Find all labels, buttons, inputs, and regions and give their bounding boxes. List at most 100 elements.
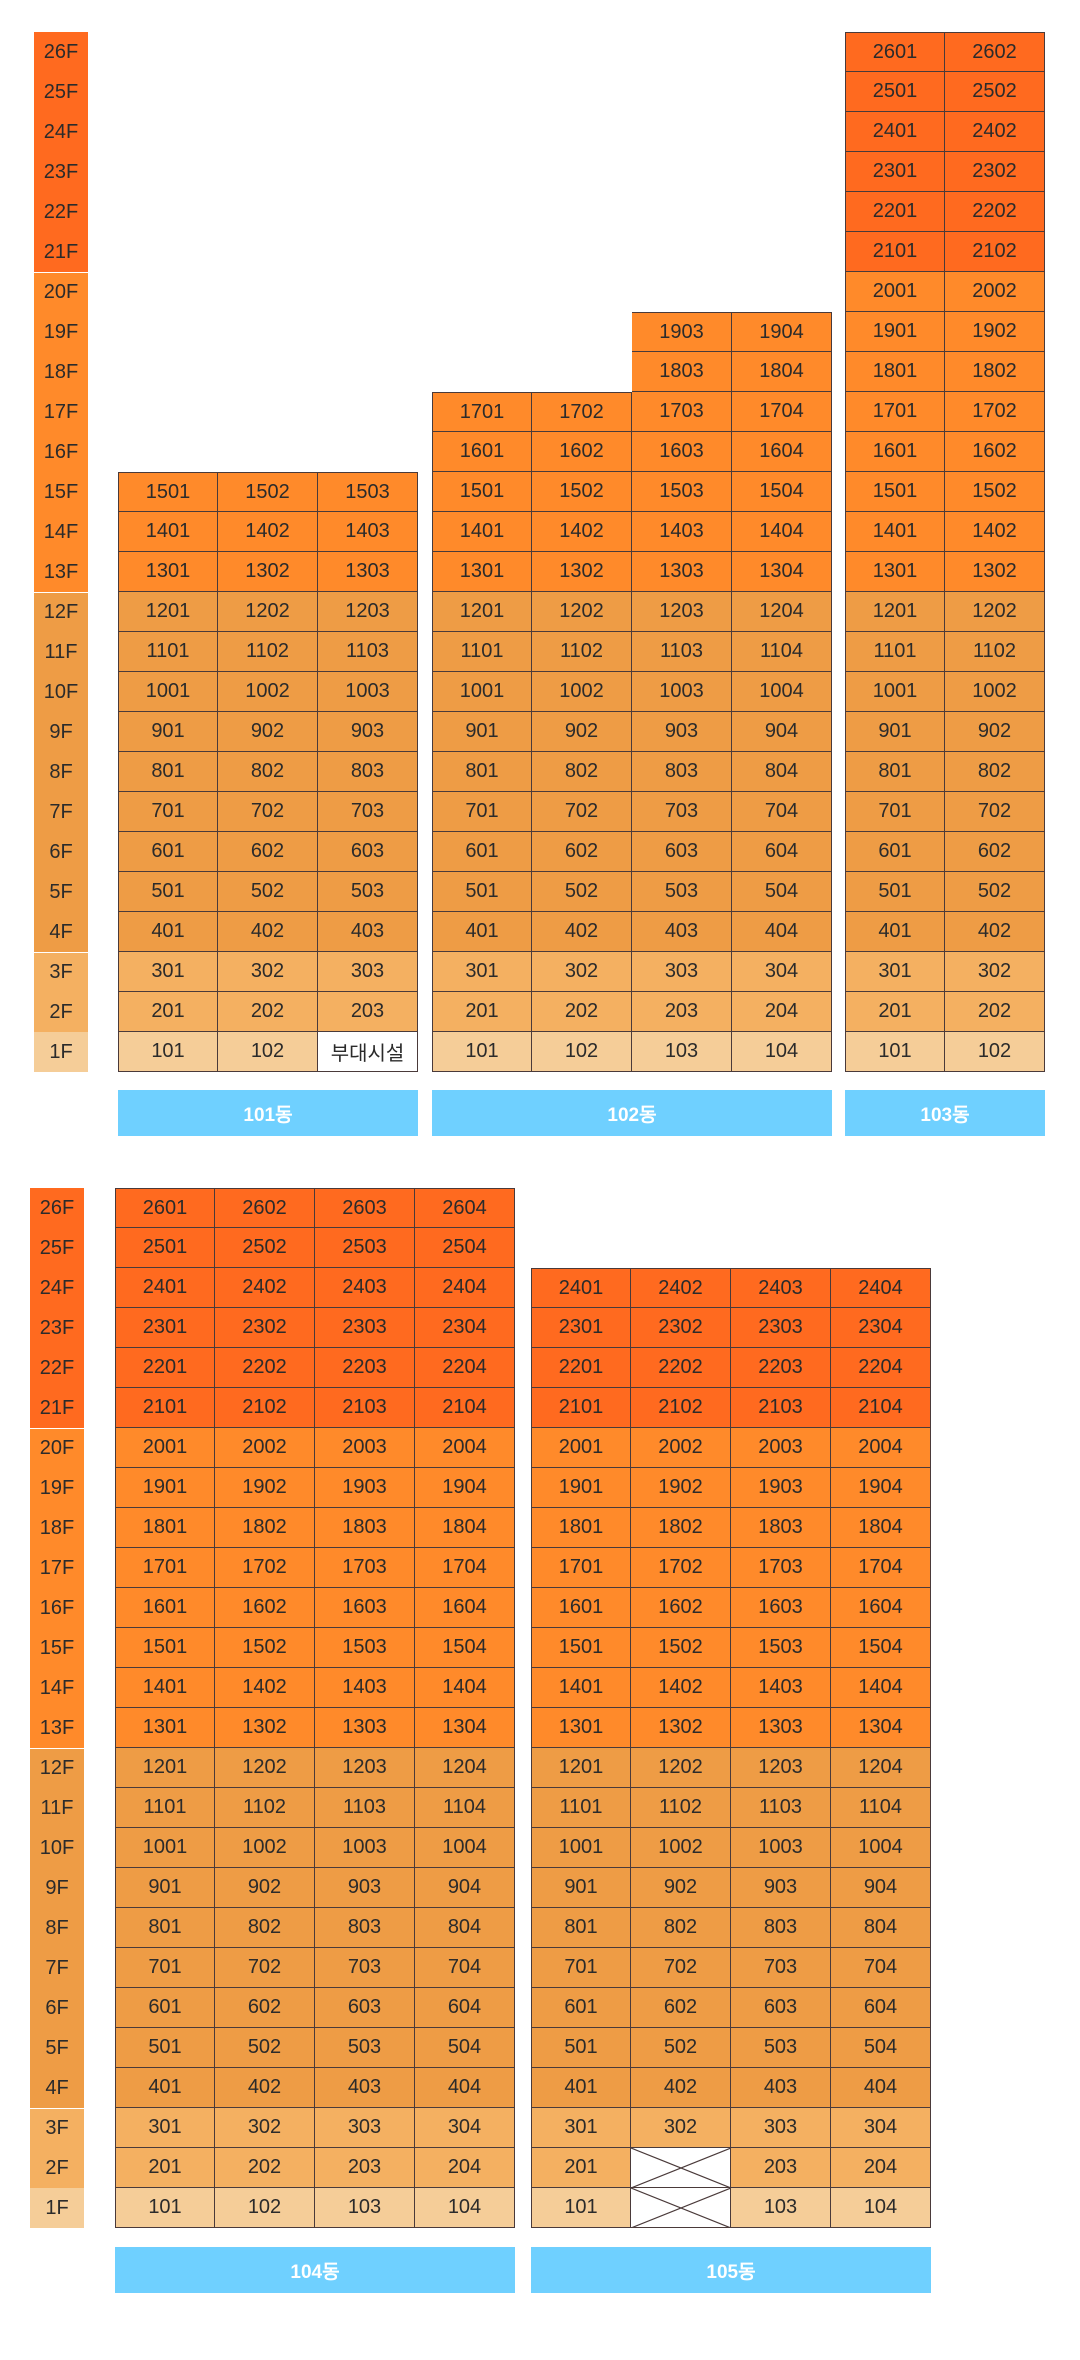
unit-cell: 902 (631, 1868, 731, 1908)
unit-cell: 1603 (315, 1588, 415, 1628)
unit-cell: 2501 (115, 1228, 215, 1268)
unit-cell: 2304 (415, 1308, 515, 1348)
unit-cell: 1402 (215, 1668, 315, 1708)
unit-cell: 1102 (215, 1788, 315, 1828)
unit-cell: 601 (531, 1988, 631, 2028)
unit-cell: 1601 (432, 432, 532, 472)
unit-cell: 1204 (415, 1748, 515, 1788)
unit-cell: 402 (631, 2068, 731, 2108)
unit-cell: 301 (531, 2108, 631, 2148)
unit-cell: 2104 (415, 1388, 515, 1428)
unit-cell: 1303 (315, 1708, 415, 1748)
unit-cell: 2101 (845, 232, 945, 272)
unit-cell: 1403 (731, 1668, 831, 1708)
unit-cell: 1401 (845, 512, 945, 552)
unit-cell: 1201 (118, 592, 218, 632)
unit-cell: 103 (315, 2188, 415, 2228)
floor-label: 20F (30, 1428, 84, 1468)
unit-cell: 1501 (118, 472, 218, 512)
unit-cell: 1503 (731, 1628, 831, 1668)
unit-cell: 802 (945, 752, 1045, 792)
unit-cell: 2203 (315, 1348, 415, 1388)
floor-label: 18F (30, 1508, 84, 1548)
unit-cell: 301 (845, 952, 945, 992)
unit-cell: 1003 (731, 1828, 831, 1868)
unit-cell: 104 (732, 1032, 832, 1072)
unit-cell: 2602 (945, 32, 1045, 72)
unit-cell: 201 (432, 992, 532, 1032)
unit-cell: 1301 (845, 552, 945, 592)
floor-label: 14F (30, 1668, 84, 1708)
floor-label: 9F (34, 712, 88, 752)
unit-cell: 103 (731, 2188, 831, 2228)
unit-cell: 1002 (945, 672, 1045, 712)
unit-cell: 1702 (631, 1548, 731, 1588)
unit-cell: 802 (532, 752, 632, 792)
unit-cell: 1504 (415, 1628, 515, 1668)
unit-cell: 602 (631, 1988, 731, 2028)
unit-cell: 504 (831, 2028, 931, 2068)
unit-cell: 1804 (732, 352, 832, 392)
unit-cell: 1102 (218, 632, 318, 672)
unit-cell: 1904 (831, 1468, 931, 1508)
floor-label: 26F (34, 32, 88, 72)
building-label: 103동 (845, 1090, 1045, 1136)
unit-cell: 202 (945, 992, 1045, 1032)
unit-cell: 302 (218, 952, 318, 992)
unit-cell: 1103 (632, 632, 732, 672)
unit-cell: 2302 (215, 1308, 315, 1348)
floor-label: 3F (34, 952, 88, 992)
unit-cell: 603 (731, 1988, 831, 2028)
unit-cell: 1004 (831, 1828, 931, 1868)
unit-cell: 201 (118, 992, 218, 1032)
unit-cell: 901 (531, 1868, 631, 1908)
unit-cell: 1302 (218, 552, 318, 592)
unit-cell: 2001 (115, 1428, 215, 1468)
unit-cell: 1602 (945, 432, 1045, 472)
unit-cell: 1202 (945, 592, 1045, 632)
unit-cell: 2603 (315, 1188, 415, 1228)
unit-cell: 1502 (215, 1628, 315, 1668)
unit-cell: 602 (218, 832, 318, 872)
building-label: 104동 (115, 2247, 515, 2293)
floor-label: 8F (34, 752, 88, 792)
unit-cell: 402 (215, 2068, 315, 2108)
unit-cell: 1403 (632, 512, 732, 552)
unit-cell: 1604 (732, 432, 832, 472)
unit-cell: 2504 (415, 1228, 515, 1268)
unit-cell: 102 (532, 1032, 632, 1072)
unit-cell: 1104 (415, 1788, 515, 1828)
unit-cell: 1102 (945, 632, 1045, 672)
unit-cell: 1704 (732, 392, 832, 432)
unit-cell: 804 (415, 1908, 515, 1948)
floor-label: 15F (34, 472, 88, 512)
unit-cell: 1801 (531, 1508, 631, 1548)
unit-cell: 2102 (945, 232, 1045, 272)
unit-cell: 702 (945, 792, 1045, 832)
unit-cell: 402 (532, 912, 632, 952)
unit-cell: 903 (632, 712, 732, 752)
floor-label: 23F (30, 1308, 84, 1348)
unit-cell: 202 (218, 992, 318, 1032)
unit-cell: 601 (845, 832, 945, 872)
unit-cell: 2602 (215, 1188, 315, 1228)
unit-cell: 1404 (732, 512, 832, 552)
unit-cell: 904 (831, 1868, 931, 1908)
unit-cell: 101 (432, 1032, 532, 1072)
unit-cell: 1302 (631, 1708, 731, 1748)
unit-cell: 603 (632, 832, 732, 872)
unit-cell: 803 (731, 1908, 831, 1948)
unit-cell: 501 (115, 2028, 215, 2068)
unit-cell: 1901 (845, 312, 945, 352)
unit-cell: 1103 (318, 632, 418, 672)
unit-cell: 1003 (315, 1828, 415, 1868)
building-label: 102동 (432, 1090, 832, 1136)
floor-label: 9F (30, 1868, 84, 1908)
unit-cell: 1204 (831, 1748, 931, 1788)
unit-cell: 701 (118, 792, 218, 832)
unit-cell: 1502 (218, 472, 318, 512)
unit-cell: 1601 (115, 1588, 215, 1628)
floor-label: 5F (34, 872, 88, 912)
unit-cell: 2401 (531, 1268, 631, 1308)
unit-cell: 703 (315, 1948, 415, 1988)
